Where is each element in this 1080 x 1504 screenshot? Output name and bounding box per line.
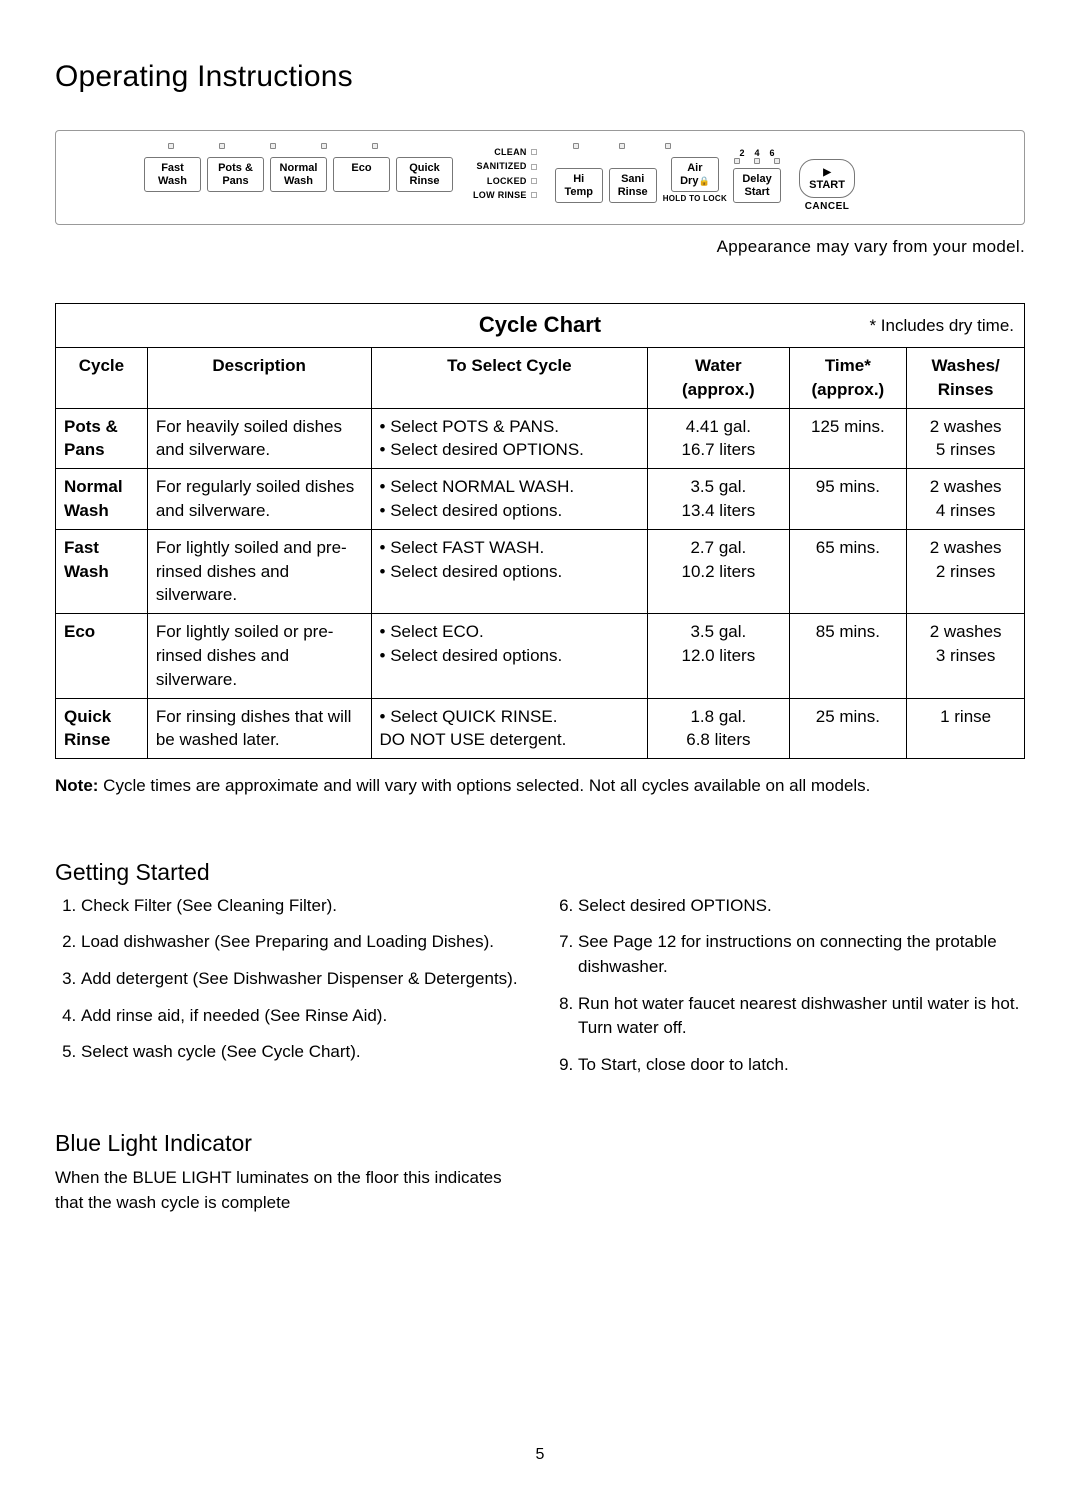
play-icon: ▶	[823, 167, 831, 178]
cycle-name: Pots &Pans	[56, 408, 148, 469]
table-row: Pots &PansFor heavily soiled dishes and …	[56, 408, 1025, 469]
col-description: Description	[147, 348, 371, 409]
cycle-time: 85 mins.	[789, 614, 907, 698]
led-icon	[321, 143, 327, 149]
list-item: Run hot water faucet nearest dishwasher …	[578, 992, 1025, 1041]
led-icon	[219, 143, 225, 149]
hi-temp-button: HiTemp	[555, 168, 603, 203]
hold-to-lock-label: HOLD TO LOCK	[663, 194, 727, 203]
list-item: Add rinse aid, if needed (See Rinse Aid)…	[81, 1004, 528, 1029]
cycle-washes-rinses: 2 washes3 rinses	[907, 614, 1025, 698]
cycle-desc: For lightly soiled or pre-rinsed dishes …	[147, 614, 371, 698]
cycle-time: 125 mins.	[789, 408, 907, 469]
appearance-note: Appearance may vary from your model.	[55, 237, 1025, 257]
blue-light-heading: Blue Light Indicator	[55, 1130, 515, 1157]
cycle-name: Eco	[56, 614, 148, 698]
page-title: Operating Instructions	[55, 60, 1025, 94]
sani-rinse-button: SaniRinse	[609, 168, 657, 203]
cycle-name: NormalWash	[56, 469, 148, 530]
table-title-cell: Cycle Chart * Includes dry time.	[56, 304, 1025, 348]
steps-right: Select desired OPTIONS. See Page 12 for i…	[552, 894, 1025, 1078]
cycle-buttons-group: FastWash Pots &Pans NormalWash Eco Quick…	[144, 157, 453, 192]
cycle-desc: For regularly soiled dishes and silverwa…	[147, 469, 371, 530]
cycle-washes-rinses: 2 washes4 rinses	[907, 469, 1025, 530]
cycle-water: 4.41 gal.16.7 liters	[648, 408, 789, 469]
note-label: Note:	[55, 776, 98, 795]
getting-started-columns: Check Filter (See Cleaning Filter). Load …	[55, 894, 1025, 1090]
cycle-time: 65 mins.	[789, 529, 907, 613]
led-icon	[372, 143, 378, 149]
fast-wash-button: FastWash	[144, 157, 201, 192]
col-cycle: Cycle	[56, 348, 148, 409]
option-buttons-group: HiTemp SaniRinse AirDry🔒 HOLD TO LOCK 24…	[555, 157, 781, 203]
start-button: ▶START	[799, 159, 855, 198]
cycle-washes-rinses: 2 washes5 rinses	[907, 408, 1025, 469]
cycle-water: 2.7 gal.10.2 liters	[648, 529, 789, 613]
table-title: Cycle Chart	[479, 310, 601, 341]
cycle-select: • Select POTS & PANS.• Select desired OP…	[371, 408, 648, 469]
col-water: Water(approx.)	[648, 348, 789, 409]
normal-wash-button: NormalWash	[270, 157, 327, 192]
list-item: Check Filter (See Cleaning Filter).	[81, 894, 528, 919]
col-select: To Select Cycle	[371, 348, 648, 409]
led-icon	[573, 143, 579, 149]
cycle-desc: For lightly soiled and pre-rinsed dishes…	[147, 529, 371, 613]
led-icon	[270, 143, 276, 149]
cycle-water: 1.8 gal.6.8 liters	[648, 698, 789, 759]
cycle-name: FastWash	[56, 529, 148, 613]
cycle-select: • Select FAST WASH.• Select desired opti…	[371, 529, 648, 613]
cycle-select: • Select ECO.• Select desired options.	[371, 614, 648, 698]
led-icon	[168, 143, 174, 149]
cycle-time: 25 mins.	[789, 698, 907, 759]
getting-started-heading: Getting Started	[55, 859, 1025, 886]
cycle-chart-table: Cycle Chart * Includes dry time. Cycle D…	[55, 303, 1025, 759]
cycle-desc: For rinsing dishes that will be washed l…	[147, 698, 371, 759]
cycle-washes-rinses: 2 washes2 rinses	[907, 529, 1025, 613]
led-icon	[665, 143, 671, 149]
table-row: FastWashFor lightly soiled and pre-rinse…	[56, 529, 1025, 613]
list-item: See Page 12 for instructions on connecti…	[578, 930, 1025, 979]
led-icon	[619, 143, 625, 149]
cycle-water: 3.5 gal.12.0 liters	[648, 614, 789, 698]
list-item: Select desired OPTIONS.	[578, 894, 1025, 919]
cancel-label: CANCEL	[805, 201, 850, 212]
quick-rinse-button: QuickRinse	[396, 157, 453, 192]
control-panel-diagram: FastWash Pots &Pans NormalWash Eco Quick…	[55, 130, 1025, 225]
note-text: Cycle times are approximate and will var…	[98, 776, 870, 795]
status-indicator-labels: CLEAN SANITIZED LOCKED LOW RINSE	[473, 145, 537, 203]
cycle-select: • Select NORMAL WASH.• Select desired op…	[371, 469, 648, 530]
list-item: Select wash cycle (See Cycle Chart).	[81, 1040, 528, 1065]
pots-pans-button: Pots &Pans	[207, 157, 264, 192]
cycle-washes-rinses: 1 rinse	[907, 698, 1025, 759]
blue-light-text: When the BLUE LIGHT luminates on the flo…	[55, 1165, 515, 1216]
eco-button: Eco	[333, 157, 390, 192]
list-item: Add detergent (See Dishwasher Dispenser …	[81, 967, 528, 992]
table-row: QuickRinseFor rinsing dishes that will b…	[56, 698, 1025, 759]
cycle-select: • Select QUICK RINSE. DO NOT USE deterge…	[371, 698, 648, 759]
page-number: 5	[55, 1446, 1025, 1464]
col-washes-rinses: Washes/Rinses	[907, 348, 1025, 409]
col-time: Time*(approx.)	[789, 348, 907, 409]
table-row: EcoFor lightly soiled or pre-rinsed dish…	[56, 614, 1025, 698]
list-item: Load dishwasher (See Preparing and Loadi…	[81, 930, 528, 955]
table-row: NormalWashFor regularly soiled dishes an…	[56, 469, 1025, 530]
cycle-name: QuickRinse	[56, 698, 148, 759]
cycle-water: 3.5 gal.13.4 liters	[648, 469, 789, 530]
table-title-note: * Includes dry time.	[869, 314, 1014, 338]
cycle-time: 95 mins.	[789, 469, 907, 530]
steps-left: Check Filter (See Cleaning Filter). Load …	[55, 894, 528, 1065]
air-dry-button: AirDry🔒	[671, 157, 719, 192]
delay-numbers: 246	[740, 148, 775, 158]
delay-start-button: DelayStart	[733, 168, 781, 203]
cycle-note: Note: Cycle times are approximate and wi…	[55, 773, 1025, 799]
lock-icon: 🔒	[698, 176, 709, 186]
list-item: To Start, close door to latch.	[578, 1053, 1025, 1078]
blue-light-section: Blue Light Indicator When the BLUE LIGHT…	[55, 1130, 515, 1216]
cycle-desc: For heavily soiled dishes and silverware…	[147, 408, 371, 469]
